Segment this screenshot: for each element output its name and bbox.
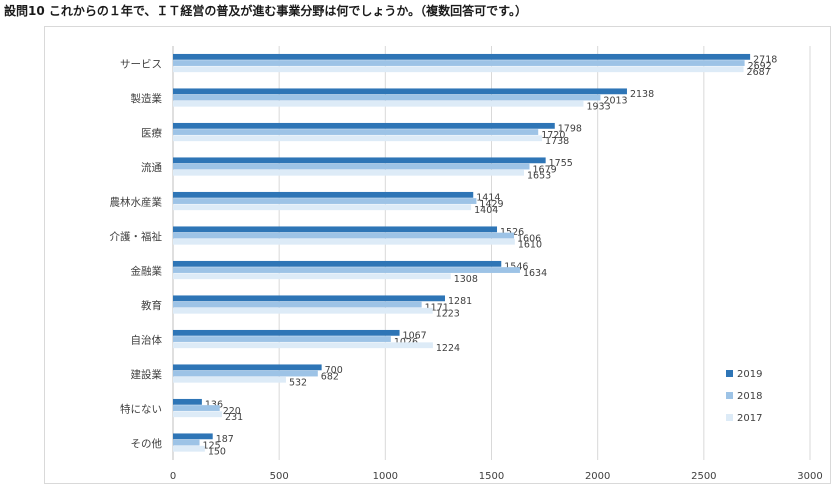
data-label-2018: 1720: [541, 130, 565, 141]
data-label-2018: 2013: [603, 95, 627, 106]
category-label: 金融業: [131, 264, 163, 277]
x-tick-label: 500: [270, 471, 289, 482]
bar-2017: [173, 342, 433, 349]
data-label-2018: 220: [223, 406, 241, 417]
bar-2017: [173, 273, 451, 280]
bar-2019: [173, 329, 400, 336]
data-label-2019: 2718: [753, 55, 777, 66]
bar-2019: [173, 295, 445, 302]
legend-label: 2018: [737, 391, 762, 402]
bar-2019: [173, 122, 555, 129]
category-label: 建設業: [131, 368, 163, 381]
bar-2019: [173, 191, 474, 198]
data-label-2017: 1738: [545, 136, 569, 147]
data-label-2017: 1933: [586, 102, 610, 113]
bar-2019: [173, 433, 213, 440]
legend-label: 2019: [737, 369, 762, 380]
bar-2018: [173, 129, 539, 135]
bar-2018: [173, 439, 200, 446]
bar-2018: [173, 232, 515, 239]
bar-2019: [173, 88, 627, 95]
bar-2017: [173, 307, 433, 314]
x-tick-label: 3000: [797, 471, 822, 482]
bar-2018: [173, 94, 601, 101]
data-label-2018: 1429: [479, 199, 503, 210]
legend-label: 2017: [737, 413, 762, 424]
x-tick-label: 2000: [585, 471, 610, 482]
bar-2019: [173, 226, 498, 233]
category-label: 医療: [141, 126, 162, 139]
data-label-2017: 231: [225, 412, 243, 423]
legend-swatch-2017: [726, 414, 733, 421]
bar-2017: [173, 445, 205, 452]
category-label: サービス: [120, 58, 162, 70]
legend-swatch-2018: [726, 392, 733, 399]
bar-2018: [173, 267, 520, 273]
bar-2017: [173, 238, 515, 245]
data-label-2017: 532: [289, 378, 307, 389]
data-label-2017: 1653: [527, 171, 551, 182]
bar-2017: [173, 376, 286, 383]
bar-2017: [173, 100, 584, 107]
x-tick-label: 1000: [373, 471, 398, 482]
data-label-2017: 1308: [454, 274, 478, 285]
category-label: 特にない: [120, 403, 162, 415]
x-tick-label: 1500: [479, 471, 504, 482]
data-label-2018: 1171: [425, 302, 449, 313]
data-label-2017: 1224: [436, 343, 460, 354]
chart-frame: [44, 26, 831, 484]
x-tick-label: 0: [170, 471, 176, 482]
data-label-2018: 125: [203, 440, 221, 451]
data-label-2019: 1755: [549, 158, 573, 169]
category-label: 流通: [141, 161, 162, 174]
bar-2019: [173, 364, 322, 371]
data-label-2017: 150: [208, 447, 226, 458]
bar-2018: [173, 301, 422, 308]
bar-2017: [173, 411, 223, 418]
bar-2019: [173, 398, 202, 405]
category-label: 介護・福祉: [110, 230, 163, 243]
bar-2019: [173, 157, 546, 164]
chart-title: 設問10 これからの１年で、ＩＴ経営の普及が進む事業分野は何でしょうか。（複数回…: [4, 4, 527, 18]
data-label-2019: 1414: [476, 193, 500, 204]
data-label-2019: 2138: [630, 89, 654, 100]
bar-2017: [173, 169, 524, 176]
data-label-2017: 1223: [436, 309, 460, 320]
bar-2017: [173, 135, 543, 142]
bar-2018: [173, 60, 745, 66]
bar-2018: [173, 163, 530, 170]
bar-2018: [173, 198, 477, 204]
data-label-2017: 2687: [747, 67, 771, 78]
bar-2017: [173, 204, 472, 211]
bar-2019: [173, 260, 502, 267]
data-label-2018: 682: [321, 371, 339, 382]
x-tick-label: 2500: [691, 471, 716, 482]
legend-swatch-2019: [726, 370, 733, 377]
category-label: 自治体: [131, 333, 163, 346]
data-label-2019: 1067: [403, 331, 427, 342]
bar-2019: [173, 53, 751, 60]
data-label-2017: 1610: [518, 240, 542, 251]
data-label-2019: 187: [216, 434, 234, 445]
bar-2017: [173, 66, 744, 73]
data-label-2018: 1634: [523, 268, 547, 279]
data-label-2019: 700: [325, 365, 343, 376]
category-label: その他: [131, 437, 163, 450]
data-label-2017: 1404: [474, 205, 498, 216]
bar-2018: [173, 405, 220, 411]
category-label: 製造業: [131, 92, 163, 105]
data-label-2018: 1679: [533, 164, 557, 175]
data-label-2019: 1281: [448, 296, 472, 307]
category-label: 教育: [141, 299, 162, 312]
bar-2018: [173, 336, 391, 342]
data-label-2018: 2692: [748, 61, 772, 72]
bar-2018: [173, 370, 318, 377]
data-label-2018: 1606: [517, 233, 541, 244]
data-label-2019: 1798: [558, 124, 582, 135]
category-label: 農林水産業: [110, 195, 163, 208]
